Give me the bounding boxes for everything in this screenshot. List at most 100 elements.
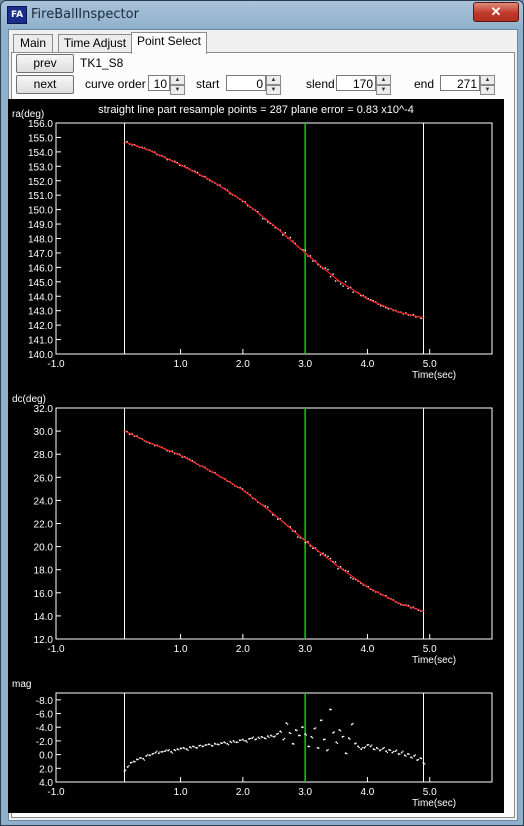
mag-point <box>232 740 235 742</box>
data-point <box>322 552 324 555</box>
mag-point <box>224 742 227 744</box>
data-point <box>174 160 176 162</box>
mag-point <box>154 751 157 754</box>
mag-point <box>287 723 289 725</box>
data-point <box>196 171 199 174</box>
data-point <box>352 291 354 293</box>
mag-point <box>148 754 151 757</box>
y-tick-label: 153.0 <box>28 162 53 173</box>
title-bar[interactable]: FA FireBallInspector ✕ <box>1 1 523 29</box>
x-axis-label: Time(sec) <box>412 655 456 666</box>
end-field[interactable]: 271 <box>440 75 480 91</box>
mag-point <box>305 734 307 736</box>
spin-up-icon[interactable]: ▲ <box>480 75 495 85</box>
data-point <box>339 566 342 568</box>
data-point <box>246 204 249 207</box>
curve-order-field[interactable]: 10 <box>148 75 170 91</box>
data-point <box>332 273 334 275</box>
mag-point <box>296 729 298 732</box>
mag-point <box>223 741 225 744</box>
mag-point <box>313 727 316 730</box>
next-button[interactable]: next <box>16 75 74 94</box>
mag-point <box>361 747 364 749</box>
data-point <box>166 450 168 452</box>
mag-point <box>338 729 341 731</box>
y-tick-label: 156.0 <box>28 119 53 130</box>
data-point <box>219 184 221 186</box>
data-point <box>166 158 168 161</box>
mag-point <box>248 738 250 740</box>
mag-point <box>260 736 263 738</box>
mag-point <box>279 730 282 733</box>
mag-point <box>399 753 401 755</box>
mag-point <box>168 749 170 751</box>
mag-point <box>254 738 257 741</box>
data-point <box>282 234 284 236</box>
mag-point <box>146 754 149 756</box>
spin-down-icon[interactable]: ▼ <box>480 85 495 95</box>
x-tick-label: -1.0 <box>47 359 65 370</box>
mag-point <box>277 732 279 734</box>
mag-point <box>368 744 370 746</box>
slend-field[interactable]: 170 <box>336 75 376 91</box>
mag-point <box>299 734 301 737</box>
mag-point <box>179 747 182 750</box>
data-point <box>153 444 156 447</box>
mag-point <box>137 758 139 761</box>
spin-down-icon[interactable]: ▼ <box>170 85 185 95</box>
mag-point <box>385 750 387 752</box>
y-tick-label: 151.0 <box>28 191 53 202</box>
mag-point <box>126 766 129 768</box>
spin-down-icon[interactable]: ▼ <box>266 85 281 95</box>
mag-point <box>171 752 174 754</box>
spin-up-icon[interactable]: ▲ <box>266 75 281 85</box>
prev-button[interactable]: prev <box>16 54 74 73</box>
fit-curve <box>124 141 424 319</box>
mag-point <box>321 719 323 721</box>
mag-point <box>358 746 360 749</box>
mag-point <box>341 736 344 738</box>
mag-point <box>192 745 194 748</box>
data-point <box>312 260 314 262</box>
mag-point <box>167 749 169 752</box>
data-point <box>179 453 181 456</box>
data-point <box>337 568 339 570</box>
data-point <box>307 541 309 543</box>
y-tick-label: -2.0 <box>36 737 54 748</box>
tab-point-select[interactable]: Point Select <box>131 32 207 54</box>
data-point <box>319 554 322 556</box>
data-point <box>339 283 342 285</box>
data-point <box>274 227 276 229</box>
mag-point <box>257 736 260 739</box>
mag-point <box>165 749 167 751</box>
spin-up-icon[interactable]: ▲ <box>170 75 185 85</box>
close-button[interactable]: ✕ <box>473 2 519 22</box>
spin-down-icon[interactable]: ▼ <box>376 85 391 95</box>
spin-up-icon[interactable]: ▲ <box>376 75 391 85</box>
y-tick-label: 147.0 <box>28 249 53 260</box>
mag-point <box>307 745 310 748</box>
mag-point <box>332 731 334 734</box>
mag-point <box>270 734 272 737</box>
mag-point <box>371 744 373 746</box>
tab-main[interactable]: Main <box>13 34 53 53</box>
y-tick-label: 146.0 <box>28 263 53 274</box>
mag-point <box>392 751 395 753</box>
mag-point <box>347 737 350 739</box>
mag-point <box>204 744 207 746</box>
plot-frame <box>55 692 493 783</box>
tab-time-adjust[interactable]: Time Adjust <box>58 34 132 53</box>
chart-panel-0: ra(deg) Time(sec) 155.0 154.0 153.0 152.0 151.… <box>12 109 493 381</box>
mag-point <box>170 751 173 753</box>
mag-point <box>411 757 413 759</box>
mag-point <box>301 726 303 729</box>
start-field[interactable]: 0 <box>226 75 266 91</box>
mag-point <box>220 742 222 744</box>
app-icon: FA <box>7 6 27 24</box>
mag-point <box>143 759 146 761</box>
data-point <box>204 175 206 178</box>
mag-point <box>125 769 127 771</box>
mag-point <box>243 740 245 742</box>
data-point <box>123 430 126 432</box>
data-point <box>410 607 412 609</box>
